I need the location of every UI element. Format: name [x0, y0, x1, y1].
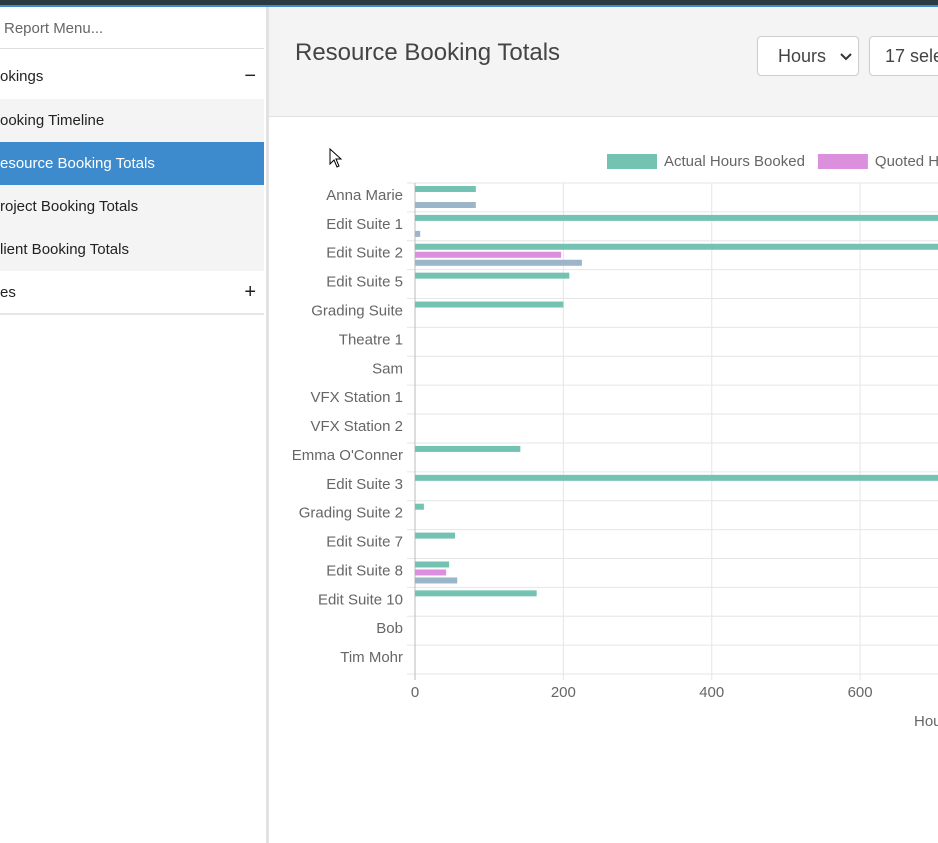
section-label: okings — [0, 67, 44, 85]
x-axis-title: Hou — [914, 713, 938, 730]
menu-item-label: lient Booking Totals — [0, 241, 129, 258]
y-tick-label: Edit Suite 3 — [326, 476, 403, 493]
y-tick-label: Grading Suite — [311, 302, 403, 319]
y-tick-label: Grading Suite 2 — [299, 505, 403, 522]
bar — [415, 532, 456, 539]
menu-item-label: esource Booking Totals — [0, 155, 155, 172]
x-tick-label: 400 — [699, 684, 724, 701]
y-tick-label: Edit Suite 8 — [326, 562, 403, 579]
resource-select-value: 17 sele — [885, 45, 938, 66]
y-tick-label: Bob — [376, 620, 403, 637]
section-toggle: + — [244, 280, 256, 303]
y-tick-label: Edit Suite 5 — [326, 274, 403, 291]
bar — [415, 474, 938, 481]
y-tick-label: Edit Suite 7 — [326, 534, 403, 551]
menu-item-label: roject Booking Totals — [0, 198, 139, 215]
bar — [415, 577, 458, 584]
legend-swatch — [607, 154, 657, 169]
bar — [415, 259, 582, 266]
y-tick-label: Sam — [372, 360, 403, 377]
y-tick-label: VFX Station 2 — [310, 418, 403, 435]
bar — [415, 251, 562, 258]
legend-label: Actual Hours Booked — [664, 153, 805, 170]
bar — [415, 301, 564, 308]
menu-item-label: ooking Timeline — [0, 112, 105, 129]
bar — [415, 561, 450, 568]
legend-label: Quoted H — [875, 153, 938, 170]
x-tick-label: 200 — [551, 684, 576, 701]
y-tick-label: Edit Suite 10 — [318, 591, 403, 608]
bar — [415, 590, 537, 597]
y-tick-label: Edit Suite 1 — [326, 216, 403, 233]
search-placeholder: Report Menu... — [4, 20, 104, 37]
resource-select[interactable]: 17 sele — [869, 36, 938, 76]
section-header[interactable]: es + — [0, 271, 264, 315]
legend-swatch — [817, 154, 868, 169]
sidebar: Report Menu... okings − ooking Timeline e… — [0, 7, 266, 843]
sidebar-border — [266, 7, 269, 843]
bar — [415, 230, 421, 237]
section-toggle: − — [244, 64, 256, 87]
y-tick-label: Anna Marie — [326, 187, 403, 204]
bar — [415, 186, 476, 192]
page-title: Resource Booking Totals — [295, 39, 561, 66]
bar — [415, 214, 938, 221]
y-tick-label: Tim Mohr — [340, 649, 403, 666]
y-tick-label: Theatre 1 — [339, 331, 403, 348]
bar — [415, 569, 447, 576]
search-box[interactable]: Report Menu... — [0, 9, 264, 49]
bar — [415, 445, 521, 452]
header: Resource Booking Totals Hours 17 sele — [269, 7, 938, 117]
x-tick-label: 600 — [848, 684, 873, 701]
section-header[interactable]: okings − — [0, 53, 264, 99]
bar — [415, 272, 570, 279]
menu-item[interactable]: ooking Timeline — [0, 99, 264, 142]
bar — [415, 202, 476, 208]
bar — [415, 503, 424, 510]
y-tick-label: Emma O'Conner — [292, 447, 403, 464]
bar — [415, 243, 938, 250]
unit-select-value: Hours — [778, 45, 827, 66]
y-tick-label: VFX Station 1 — [310, 389, 403, 406]
menu-item[interactable]: lient Booking Totals — [0, 228, 264, 271]
cursor — [329, 147, 343, 168]
y-tick-label: Edit Suite 2 — [326, 245, 403, 262]
menu-item[interactable]: roject Booking Totals — [0, 185, 264, 228]
top-accent — [0, 5, 938, 7]
top-bar — [0, 0, 938, 5]
x-tick-label: 0 — [411, 684, 419, 701]
unit-select[interactable]: Hours — [757, 36, 859, 76]
menu-item-active[interactable]: esource Booking Totals — [0, 142, 264, 185]
section-label: es — [0, 283, 16, 301]
chevron — [840, 53, 852, 61]
